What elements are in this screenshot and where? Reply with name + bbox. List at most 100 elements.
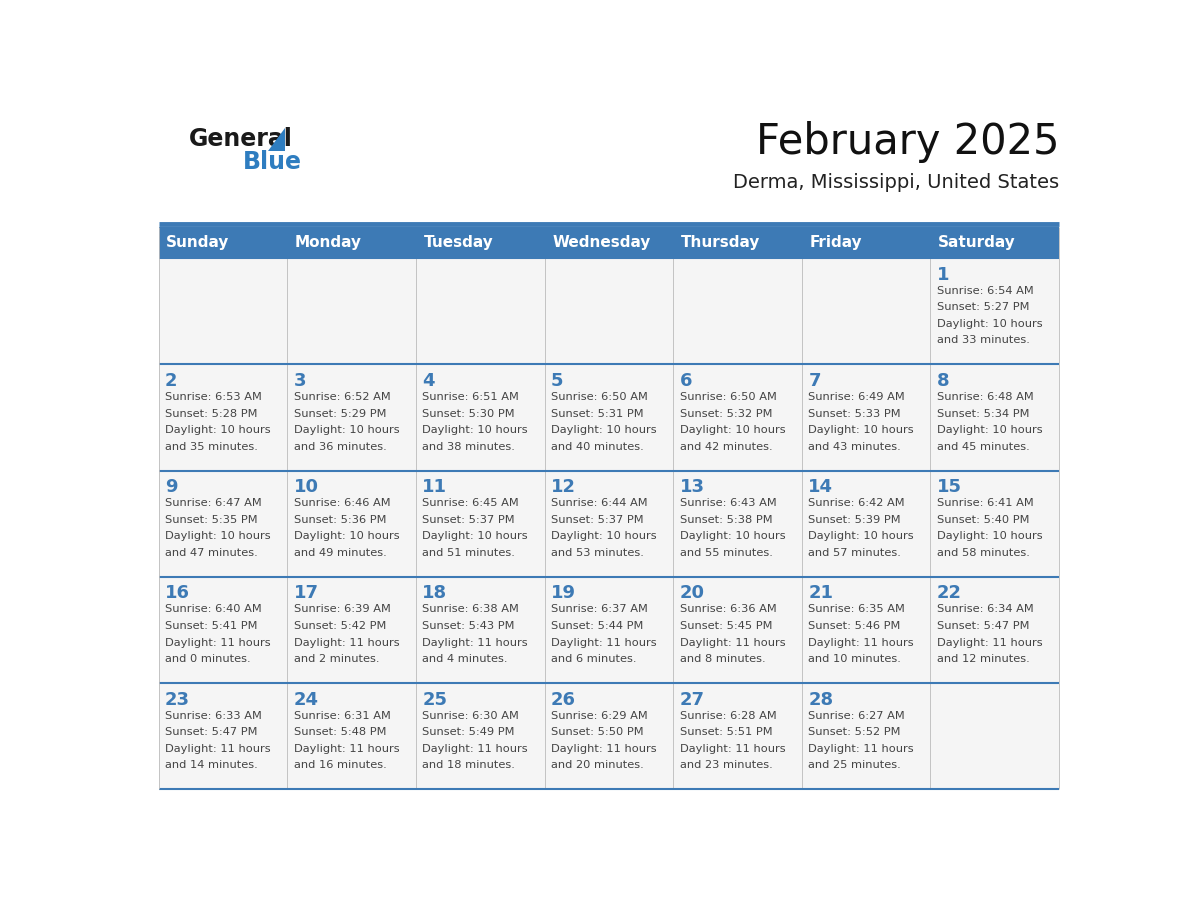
FancyBboxPatch shape <box>674 683 802 789</box>
Text: Daylight: 10 hours: Daylight: 10 hours <box>165 532 271 542</box>
Text: Sunrise: 6:37 AM: Sunrise: 6:37 AM <box>551 604 647 614</box>
Text: 8: 8 <box>937 372 949 390</box>
Text: 24: 24 <box>293 690 318 709</box>
Text: and 49 minutes.: and 49 minutes. <box>293 548 386 558</box>
Text: Sunset: 5:50 PM: Sunset: 5:50 PM <box>551 727 644 737</box>
FancyBboxPatch shape <box>802 258 930 364</box>
Text: and 57 minutes.: and 57 minutes. <box>808 548 902 558</box>
Text: Sunrise: 6:35 AM: Sunrise: 6:35 AM <box>808 604 905 614</box>
FancyBboxPatch shape <box>802 227 930 258</box>
Text: Sunrise: 6:28 AM: Sunrise: 6:28 AM <box>680 711 776 721</box>
Text: Sunset: 5:33 PM: Sunset: 5:33 PM <box>808 409 901 419</box>
Text: Sunrise: 6:31 AM: Sunrise: 6:31 AM <box>293 711 391 721</box>
Text: Daylight: 10 hours: Daylight: 10 hours <box>808 425 914 435</box>
Text: Sunrise: 6:41 AM: Sunrise: 6:41 AM <box>937 498 1034 509</box>
Text: Sunset: 5:49 PM: Sunset: 5:49 PM <box>422 727 514 737</box>
FancyBboxPatch shape <box>802 683 930 789</box>
Text: Blue: Blue <box>244 151 302 174</box>
FancyBboxPatch shape <box>287 258 416 364</box>
Text: and 47 minutes.: and 47 minutes. <box>165 548 258 558</box>
Text: 23: 23 <box>165 690 190 709</box>
FancyBboxPatch shape <box>930 683 1060 789</box>
Text: Sunset: 5:28 PM: Sunset: 5:28 PM <box>165 409 258 419</box>
Text: Sunset: 5:37 PM: Sunset: 5:37 PM <box>422 515 514 525</box>
FancyBboxPatch shape <box>416 227 544 258</box>
Text: and 8 minutes.: and 8 minutes. <box>680 655 765 664</box>
Text: 15: 15 <box>937 478 962 497</box>
FancyBboxPatch shape <box>158 683 287 789</box>
Text: Daylight: 11 hours: Daylight: 11 hours <box>293 744 399 754</box>
FancyBboxPatch shape <box>416 471 544 577</box>
Text: and 20 minutes.: and 20 minutes. <box>551 760 644 770</box>
Text: Derma, Mississippi, United States: Derma, Mississippi, United States <box>733 174 1060 192</box>
Text: Daylight: 11 hours: Daylight: 11 hours <box>422 638 527 647</box>
Text: 6: 6 <box>680 372 693 390</box>
Text: Friday: Friday <box>809 235 862 250</box>
Text: Sunrise: 6:39 AM: Sunrise: 6:39 AM <box>293 604 391 614</box>
Text: Sunset: 5:40 PM: Sunset: 5:40 PM <box>937 515 1030 525</box>
Text: 21: 21 <box>808 585 833 602</box>
Text: and 55 minutes.: and 55 minutes. <box>680 548 772 558</box>
Text: Sunset: 5:27 PM: Sunset: 5:27 PM <box>937 302 1030 312</box>
Text: 14: 14 <box>808 478 833 497</box>
FancyBboxPatch shape <box>544 227 674 258</box>
FancyBboxPatch shape <box>158 577 287 683</box>
Text: 4: 4 <box>422 372 435 390</box>
Text: 11: 11 <box>422 478 448 497</box>
Text: Sunset: 5:34 PM: Sunset: 5:34 PM <box>937 409 1030 419</box>
Polygon shape <box>267 128 285 151</box>
Text: and 58 minutes.: and 58 minutes. <box>937 548 1030 558</box>
FancyBboxPatch shape <box>930 258 1060 364</box>
Text: and 4 minutes.: and 4 minutes. <box>422 655 507 664</box>
Text: 20: 20 <box>680 585 704 602</box>
Text: Daylight: 10 hours: Daylight: 10 hours <box>937 319 1043 329</box>
Text: Sunrise: 6:45 AM: Sunrise: 6:45 AM <box>422 498 519 509</box>
Text: and 45 minutes.: and 45 minutes. <box>937 442 1030 452</box>
Text: and 33 minutes.: and 33 minutes. <box>937 335 1030 345</box>
Text: Sunset: 5:51 PM: Sunset: 5:51 PM <box>680 727 772 737</box>
Text: Sunrise: 6:44 AM: Sunrise: 6:44 AM <box>551 498 647 509</box>
Text: 13: 13 <box>680 478 704 497</box>
Text: Daylight: 10 hours: Daylight: 10 hours <box>165 425 271 435</box>
Text: Sunset: 5:35 PM: Sunset: 5:35 PM <box>165 515 258 525</box>
Text: Sunset: 5:48 PM: Sunset: 5:48 PM <box>293 727 386 737</box>
Text: and 0 minutes.: and 0 minutes. <box>165 655 251 664</box>
Text: Sunrise: 6:47 AM: Sunrise: 6:47 AM <box>165 498 261 509</box>
Text: Sunset: 5:52 PM: Sunset: 5:52 PM <box>808 727 901 737</box>
Text: Daylight: 11 hours: Daylight: 11 hours <box>937 638 1043 647</box>
Text: Sunday: Sunday <box>166 235 229 250</box>
FancyBboxPatch shape <box>158 471 287 577</box>
Text: Daylight: 10 hours: Daylight: 10 hours <box>293 425 399 435</box>
FancyBboxPatch shape <box>674 258 802 364</box>
Text: and 18 minutes.: and 18 minutes. <box>422 760 516 770</box>
Text: 17: 17 <box>293 585 318 602</box>
FancyBboxPatch shape <box>416 577 544 683</box>
FancyBboxPatch shape <box>287 683 416 789</box>
Text: 19: 19 <box>551 585 576 602</box>
FancyBboxPatch shape <box>674 227 802 258</box>
Text: and 14 minutes.: and 14 minutes. <box>165 760 258 770</box>
Text: and 35 minutes.: and 35 minutes. <box>165 442 258 452</box>
Text: 10: 10 <box>293 478 318 497</box>
Text: Sunset: 5:42 PM: Sunset: 5:42 PM <box>293 621 386 631</box>
Text: Sunset: 5:37 PM: Sunset: 5:37 PM <box>551 515 644 525</box>
Text: General: General <box>189 127 292 151</box>
FancyBboxPatch shape <box>287 577 416 683</box>
Text: 26: 26 <box>551 690 576 709</box>
Text: Monday: Monday <box>295 235 362 250</box>
Text: and 25 minutes.: and 25 minutes. <box>808 760 901 770</box>
Text: Daylight: 10 hours: Daylight: 10 hours <box>680 532 785 542</box>
FancyBboxPatch shape <box>930 227 1060 258</box>
Text: and 40 minutes.: and 40 minutes. <box>551 442 644 452</box>
Text: Sunrise: 6:38 AM: Sunrise: 6:38 AM <box>422 604 519 614</box>
FancyBboxPatch shape <box>544 577 674 683</box>
FancyBboxPatch shape <box>544 683 674 789</box>
Text: Sunrise: 6:50 AM: Sunrise: 6:50 AM <box>551 392 647 402</box>
FancyBboxPatch shape <box>416 683 544 789</box>
Text: Daylight: 11 hours: Daylight: 11 hours <box>551 638 657 647</box>
Text: 16: 16 <box>165 585 190 602</box>
Text: and 51 minutes.: and 51 minutes. <box>422 548 516 558</box>
Text: Sunrise: 6:33 AM: Sunrise: 6:33 AM <box>165 711 261 721</box>
FancyBboxPatch shape <box>158 227 287 258</box>
Text: Sunrise: 6:30 AM: Sunrise: 6:30 AM <box>422 711 519 721</box>
